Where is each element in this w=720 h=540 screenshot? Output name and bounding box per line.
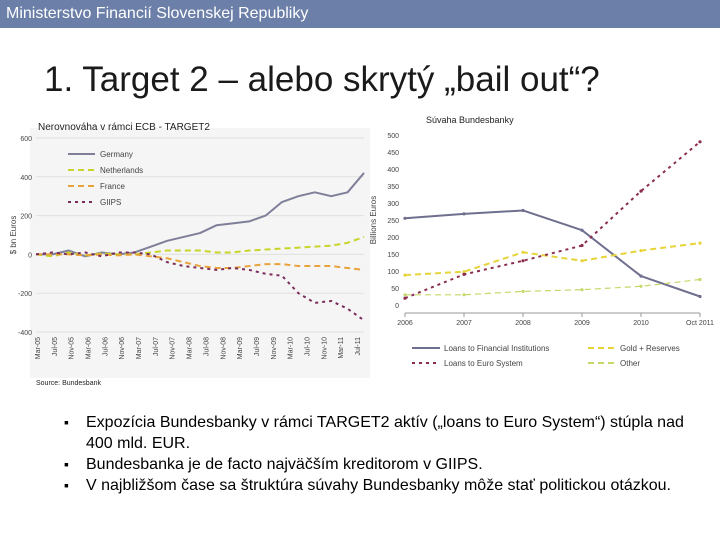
chart1-title: Nerovnováha v rámci ECB - TARGET2 [38,122,210,133]
bundesbank-chart: Súvaha Bundesbanky5004504003503002502001… [369,115,714,368]
chart1-xtick-label: Jul-09 [254,337,261,356]
chart1-xtick-label: Mar-11 [338,337,345,359]
chart2-point [521,259,525,263]
chart2-legend-label: Loans to Financial Institutions [444,344,549,353]
slide-title: 1. Target 2 – alebo skrytý „bail out“? [44,60,600,99]
chart2-ytick-label: 500 [387,133,399,140]
chart2-ytick-label: 300 [387,201,399,208]
chart1-xtick-label: Mar-10 [288,337,295,359]
chart2-legend-label: Other [620,359,640,368]
chart2-point [462,270,466,274]
chart1-xtick-label: Mar-07 [136,337,143,359]
chart1-ylabel: $ bn Euros [9,216,18,255]
chart1-xtick-label: Jul-05 [52,337,59,356]
chart2-point [580,259,584,263]
chart1-xtick-label: Nov-07 [170,337,177,360]
chart1-ytick-label: 0 [28,252,32,259]
chart2-point [698,140,702,144]
chart2-point [698,277,702,282]
chart1-ytick-label: 600 [20,136,32,143]
chart2-ytick-label: 100 [387,269,399,276]
chart1-legend-label: GIIPS [100,198,121,207]
chart1-xtick-label: Jul-07 [153,337,160,356]
bullet-item: V najbližšom čase sa štruktúra súvahy Bu… [62,475,702,496]
chart2-point [521,208,525,213]
chart2-point [462,293,466,297]
chart2-point [698,241,702,245]
chart2-point [403,216,407,220]
chart2-xtick-label: 2008 [515,320,531,327]
chart2-ytick-label: 400 [387,167,399,174]
chart2-point [639,249,643,253]
chart2-xtick-label: 2010 [633,320,649,327]
chart1-xtick-label: Nov-09 [271,337,278,360]
chart2-point [462,272,466,276]
chart2-point [580,228,584,232]
chart1-xtick-label: Jul-08 [203,337,210,356]
chart1-xtick-label: Mar-05 [35,337,42,359]
chart1-ytick-label: 200 [20,214,32,221]
chart2-xtick-label: 2006 [397,320,413,327]
chart2-point [580,243,584,248]
chart1-ytick-label: -400 [18,330,32,337]
bullet-item: Bundesbanka je de facto najväčším kredit… [62,454,702,475]
chart2-xtick-label: 2007 [456,320,472,327]
chart2-legend-label: Gold + Reserves [620,344,680,353]
chart1-series-france [36,253,365,271]
header-bar: Ministerstvo Financií Slovenskej Republi… [0,0,720,28]
chart1-xtick-label: Mar-09 [237,337,244,359]
chart2-point [580,288,584,292]
chart2-series-loans-to-euro-system [404,141,701,300]
chart2-xtick-label: Oct 2011 [686,320,714,327]
chart1-legend-label: Netherlands [100,166,143,175]
chart1-ytick-label: -200 [18,291,32,298]
chart1-legend-label: Germany [100,150,133,159]
chart2-ytick-label: 350 [387,184,399,191]
chart2-ytick-label: 0 [395,303,399,310]
chart1-xtick-label: Nov-10 [321,337,328,360]
chart2-point [639,189,643,193]
chart2-xtick-label: 2009 [574,320,590,327]
chart1-series-giips [35,251,365,322]
chart1-xtick-label: Nov-06 [119,337,126,360]
chart2-point [698,294,702,299]
chart1-xtick-label: Jul-06 [102,337,109,356]
chart1-xtick-label: Nov-08 [220,337,227,360]
chart2-series-gold-reserves [404,242,701,277]
chart1-background [30,128,370,378]
chart2-point [403,273,407,277]
chart2-legend-label: Loans to Euro System [444,359,523,368]
chart2-series-loans-to-financial-institutions [404,209,701,298]
chart2-ytick-label: 450 [387,150,399,157]
chart2-ylabel: Billions Euros [369,196,378,244]
chart1-xtick-label: Jul-10 [304,337,311,356]
chart1-xtick-label: Jul-11 [355,337,362,356]
bullet-item: Expozícia Bundesbanky v rámci TARGET2 ak… [62,412,702,454]
header-org-name: Ministerstvo Financií Slovenskej Republi… [6,5,309,22]
chart2-point [521,289,525,293]
bullet-list: Expozícia Bundesbanky v rámci TARGET2 ak… [62,412,702,496]
chart2-title: Súvaha Bundesbanky [426,115,514,125]
chart2-point [639,284,643,288]
chart2-ytick-label: 200 [387,235,399,242]
chart2-point [403,293,407,297]
target2-chart: Nerovnováha v rámci ECB - TARGET2 600 400 2… [9,122,370,387]
chart1-xtick-label: Mar-06 [86,337,93,359]
chart2-point [462,212,466,216]
chart2-point [403,296,407,300]
chart2-point [521,250,525,254]
chart1-xtick-label: Nov-05 [69,337,76,360]
chart2-point [639,274,643,278]
chart2-ytick-label: 50 [391,286,399,293]
chart2-ytick-label: 150 [387,252,399,259]
chart2-ytick-label: 250 [387,218,399,225]
chart1-ytick-label: 400 [20,175,32,182]
chart1-legend-label: France [100,182,125,191]
chart1-source: Source: Bundesbank [36,380,101,387]
chart1-xtick-label: Mar-08 [187,337,194,359]
